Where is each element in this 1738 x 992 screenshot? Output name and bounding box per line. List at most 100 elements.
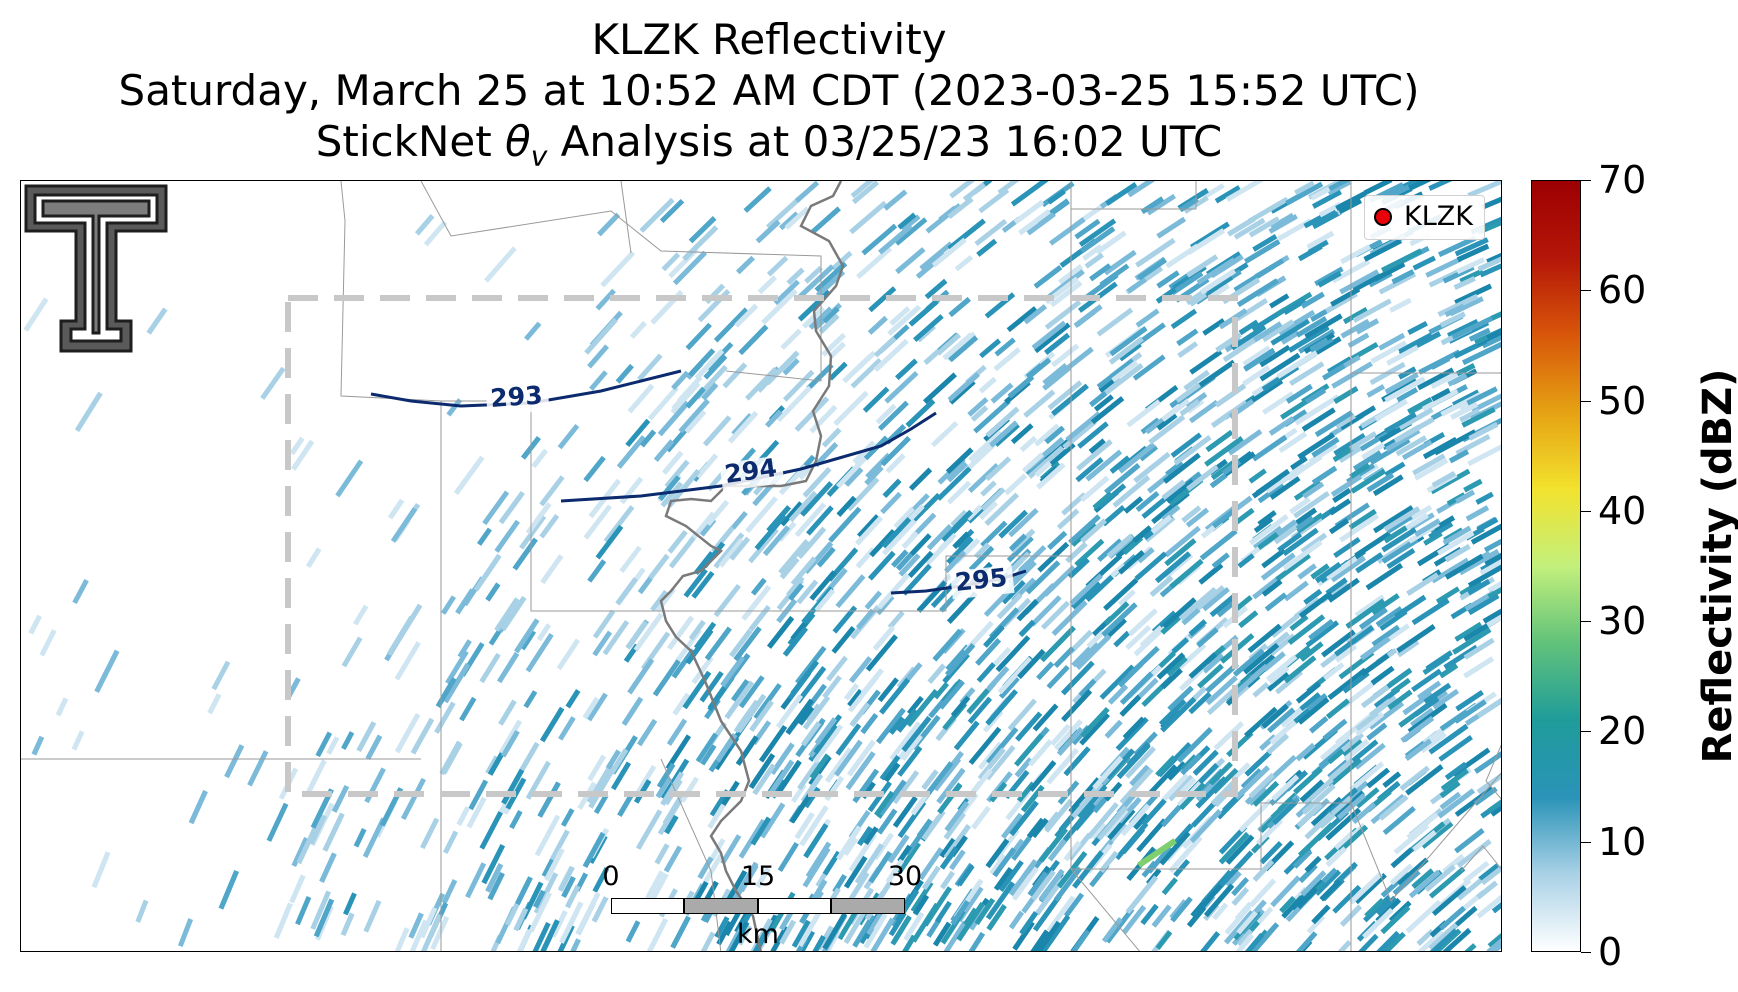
echo-cell	[770, 742, 795, 775]
echo-cell	[933, 681, 950, 700]
echo-cell	[1360, 684, 1390, 709]
echo-cell	[848, 833, 877, 873]
echo-cell	[1348, 508, 1377, 530]
echo-cell	[1299, 692, 1321, 712]
echo-cell	[868, 550, 896, 581]
echo-cell	[1028, 739, 1053, 767]
echo-cell	[625, 920, 641, 943]
echo-cell	[921, 769, 939, 790]
echo-cell	[912, 894, 930, 916]
echo-cell	[1454, 699, 1487, 724]
echo-cell	[1077, 421, 1109, 449]
echo-cell	[419, 906, 438, 939]
echo-cell	[1252, 576, 1279, 600]
echo-cell	[901, 531, 919, 549]
echo-cell	[973, 542, 991, 559]
echo-cell	[584, 317, 618, 355]
echo-cell	[1244, 750, 1272, 777]
echo-cell	[647, 386, 679, 421]
echo-cell	[135, 899, 149, 923]
echo-cell	[1233, 595, 1253, 613]
echo-cell	[1141, 798, 1167, 827]
echo-cell	[260, 366, 286, 400]
echo-cell	[1259, 344, 1291, 368]
echo-cell	[798, 264, 835, 299]
echo-cell	[1043, 811, 1061, 831]
echo-cell	[1366, 384, 1386, 398]
echo-cell	[1262, 391, 1295, 415]
echo-cell	[881, 518, 917, 556]
echo-cell	[857, 514, 880, 538]
echo-cell	[734, 303, 759, 328]
echo-cell	[1266, 654, 1298, 682]
echo-cell	[1306, 230, 1335, 250]
echo-cell	[1462, 341, 1501, 366]
echo-cell	[1038, 827, 1068, 863]
echo-cell	[1133, 812, 1150, 831]
echo-cell	[635, 764, 657, 795]
title-line-2: Saturday, March 25 at 10:52 AM CDT (2023…	[118, 66, 1420, 115]
echo-cell	[605, 749, 621, 770]
echo-cell	[1007, 374, 1035, 399]
echo-cell	[457, 639, 472, 659]
echo-cell	[1365, 563, 1403, 591]
echo-cell	[1218, 824, 1248, 855]
echo-cell	[1463, 637, 1495, 660]
echo-cell	[1109, 455, 1131, 474]
echo-cell	[1314, 562, 1342, 583]
contour-label-bg	[485, 383, 550, 416]
radar-map[interactable]: 293 294 295 KLZK 0 15 30 km	[20, 180, 1502, 952]
echo-cell	[751, 577, 767, 596]
echo-cell	[821, 427, 842, 448]
echo-cell	[860, 713, 879, 735]
echo-cell	[1329, 498, 1351, 516]
echo-cell	[1444, 553, 1484, 580]
echo-cell	[1314, 410, 1354, 437]
echo-cell	[541, 858, 555, 878]
colorbar	[1531, 180, 1581, 952]
echo-cell	[1177, 341, 1199, 358]
echo-cell	[485, 863, 504, 893]
echo-cell	[1061, 492, 1087, 516]
echo-cell	[565, 689, 581, 709]
echo-cell	[892, 770, 920, 805]
echo-cell	[1211, 552, 1230, 569]
echo-cell	[1177, 643, 1207, 671]
echo-cell	[1230, 324, 1267, 351]
echo-cell	[713, 307, 749, 343]
echo-cell	[1428, 866, 1466, 899]
echo-cell	[1444, 303, 1465, 318]
echo-cell	[582, 696, 600, 720]
echo-cell	[678, 398, 710, 434]
echo-cell	[1135, 238, 1176, 268]
echo-cell	[1256, 818, 1283, 846]
echo-cell	[1364, 898, 1385, 918]
scale-unit: km	[737, 919, 779, 950]
echo-cell	[1068, 832, 1092, 861]
echo-cell	[1224, 904, 1252, 935]
echo-cell	[595, 288, 616, 311]
echo-cell	[1328, 181, 1361, 192]
echo-cell	[1312, 189, 1342, 209]
echo-cell	[1428, 181, 1458, 191]
echo-cell	[1468, 327, 1491, 342]
echo-cell	[1424, 928, 1458, 951]
echo-cell	[896, 552, 914, 571]
echo-cell	[851, 181, 879, 205]
echo-cell	[664, 814, 679, 835]
title-line-3-prefix: StickNet	[315, 117, 506, 166]
echo-cell	[1438, 906, 1466, 931]
echo-cell	[1280, 395, 1315, 420]
echo-cell	[749, 700, 774, 732]
echo-cell	[1366, 767, 1390, 789]
echo-cell	[753, 683, 782, 720]
echo-cell	[893, 934, 917, 951]
echo-cell	[1383, 506, 1421, 532]
echo-cell	[954, 255, 974, 272]
echo-cell	[1340, 244, 1371, 265]
echo-cell	[1437, 788, 1475, 819]
echo-cell	[1318, 738, 1352, 769]
echo-cell	[1214, 383, 1247, 408]
county-line	[661, 181, 1072, 612]
echo-cell	[812, 724, 844, 764]
